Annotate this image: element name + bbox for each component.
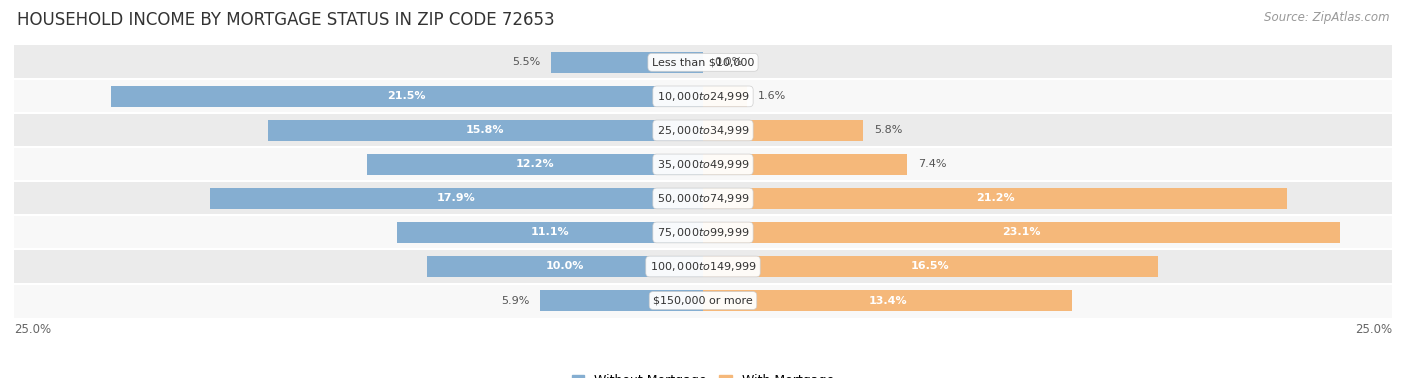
Text: 21.5%: 21.5% <box>388 91 426 101</box>
Text: 12.2%: 12.2% <box>516 160 554 169</box>
Bar <box>14 147 1392 181</box>
Bar <box>14 79 1392 113</box>
Text: 13.4%: 13.4% <box>869 296 907 305</box>
Bar <box>703 154 907 175</box>
Bar <box>14 249 1392 284</box>
Bar <box>111 86 703 107</box>
Bar <box>703 120 863 141</box>
Bar <box>209 188 703 209</box>
Text: HOUSEHOLD INCOME BY MORTGAGE STATUS IN ZIP CODE 72653: HOUSEHOLD INCOME BY MORTGAGE STATUS IN Z… <box>17 11 554 29</box>
Text: 15.8%: 15.8% <box>465 125 505 135</box>
Text: $10,000 to $24,999: $10,000 to $24,999 <box>657 90 749 103</box>
Bar <box>14 215 1392 249</box>
Text: 10.0%: 10.0% <box>546 262 585 271</box>
Bar <box>14 284 1392 318</box>
Text: $150,000 or more: $150,000 or more <box>654 296 752 305</box>
Bar <box>14 113 1392 147</box>
Bar <box>427 256 703 277</box>
Bar <box>703 188 1288 209</box>
Text: $100,000 to $149,999: $100,000 to $149,999 <box>650 260 756 273</box>
Bar <box>14 181 1392 215</box>
Text: 16.5%: 16.5% <box>911 262 949 271</box>
Text: Source: ZipAtlas.com: Source: ZipAtlas.com <box>1264 11 1389 24</box>
Bar <box>551 52 703 73</box>
Text: $35,000 to $49,999: $35,000 to $49,999 <box>657 158 749 171</box>
Text: 5.9%: 5.9% <box>501 296 530 305</box>
Bar <box>703 86 747 107</box>
Text: 17.9%: 17.9% <box>437 194 475 203</box>
Bar <box>703 290 1073 311</box>
Bar <box>267 120 703 141</box>
Text: 1.6%: 1.6% <box>758 91 786 101</box>
Text: 5.8%: 5.8% <box>875 125 903 135</box>
Text: 21.2%: 21.2% <box>976 194 1014 203</box>
Text: $50,000 to $74,999: $50,000 to $74,999 <box>657 192 749 205</box>
Text: 5.5%: 5.5% <box>512 57 540 67</box>
Bar <box>396 222 703 243</box>
Text: 0.0%: 0.0% <box>714 57 742 67</box>
Text: $75,000 to $99,999: $75,000 to $99,999 <box>657 226 749 239</box>
Text: $25,000 to $34,999: $25,000 to $34,999 <box>657 124 749 137</box>
Bar <box>14 45 1392 79</box>
Text: 11.1%: 11.1% <box>530 228 569 237</box>
Text: 7.4%: 7.4% <box>918 160 946 169</box>
Bar <box>703 256 1157 277</box>
Text: Less than $10,000: Less than $10,000 <box>652 57 754 67</box>
Text: 25.0%: 25.0% <box>14 322 51 336</box>
Bar <box>703 222 1340 243</box>
Text: 25.0%: 25.0% <box>1355 322 1392 336</box>
Legend: Without Mortgage, With Mortgage: Without Mortgage, With Mortgage <box>572 375 834 378</box>
Bar <box>540 290 703 311</box>
Bar <box>367 154 703 175</box>
Text: 23.1%: 23.1% <box>1002 228 1040 237</box>
